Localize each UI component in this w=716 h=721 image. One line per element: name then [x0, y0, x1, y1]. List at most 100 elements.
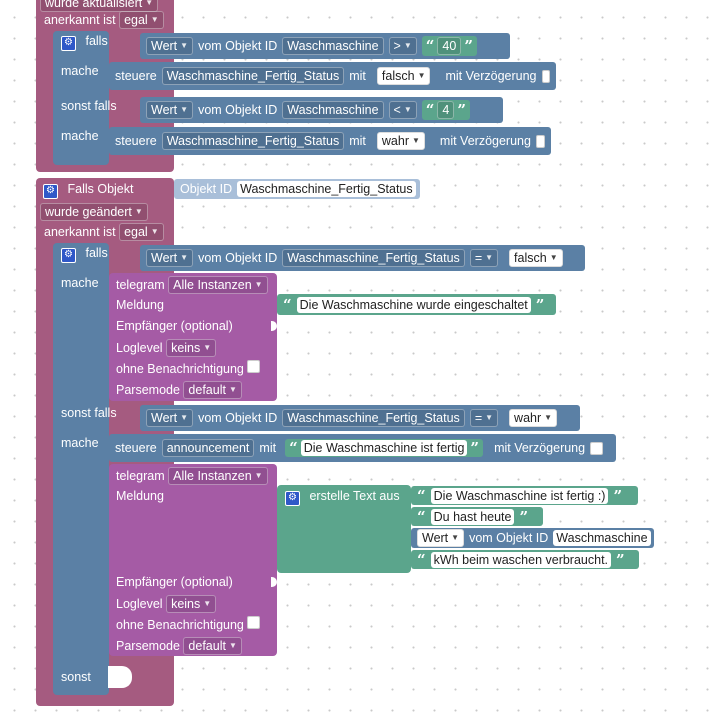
number-text: 40: [442, 39, 457, 53]
tg2-ohne-row: ohne Benachrichtigung: [116, 616, 261, 633]
operator-dropdown[interactable]: = ▼: [469, 409, 499, 427]
gear-icon[interactable]: ⚙: [61, 247, 76, 263]
value-dropdown[interactable]: wahr ▼: [376, 132, 425, 150]
steuere-label: steuere: [115, 441, 157, 455]
tg1-ohne-row: ohne Benachrichtigung: [116, 360, 261, 377]
text-item-4-field[interactable]: kWh beim waschen verbraucht.: [430, 551, 612, 568]
bool-dropdown[interactable]: falsch ▼: [509, 249, 563, 267]
wert-text: Wert: [151, 103, 178, 117]
if-block-1[interactable]: [53, 31, 109, 165]
text-item-3-wert[interactable]: Wert ▼ vom Objekt ID Waschmaschine: [411, 528, 654, 548]
chevron-down-icon: ▼: [203, 599, 212, 608]
instance-dropdown[interactable]: Alle Instanzen ▼: [168, 467, 268, 485]
parsemode-dropdown[interactable]: default ▼: [183, 637, 242, 655]
text-item-1[interactable]: “ Die Waschmaschine ist fertig :) ”: [411, 486, 638, 505]
quote-close-icon: ”: [470, 439, 480, 457]
object-id-field[interactable]: Waschmaschine_Fertig_Status: [161, 132, 345, 150]
wert-dropdown[interactable]: Wert ▼: [417, 529, 465, 547]
operator-dropdown[interactable]: > ▼: [388, 37, 417, 55]
announcement-text-block[interactable]: “ Die Waschmaschine ist fertig ”: [285, 439, 484, 457]
quote-open-icon: “: [289, 439, 298, 457]
ack-dropdown[interactable]: egal ▼: [119, 223, 164, 241]
if1-falls-label: falls: [85, 34, 108, 48]
ohne-checkbox[interactable]: [247, 360, 261, 373]
if2-condition-2[interactable]: Wert ▼ vom Objekt ID Waschmaschine_Fertig…: [140, 405, 580, 431]
number-block[interactable]: “ 40 ”: [421, 36, 477, 56]
ack-value: egal: [124, 225, 148, 239]
gear-icon[interactable]: ⚙: [61, 35, 76, 51]
object-id-block[interactable]: Objekt ID Waschmaschine_Fertig_Status: [174, 179, 420, 199]
parsemode-text: default: [188, 639, 226, 653]
delay-checkbox[interactable]: [541, 69, 550, 83]
vom-objekt-label: vom Objekt ID: [198, 103, 278, 117]
loglevel-dropdown[interactable]: keins ▼: [166, 595, 217, 613]
tg2-parsemode-row: Parsemode default ▼: [116, 637, 242, 655]
vom-objekt-label: vom Objekt ID: [198, 39, 278, 53]
tg1-message-text[interactable]: “ Die Waschmaschine wurde eingeschaltet …: [277, 294, 556, 315]
number-field[interactable]: 40: [437, 37, 462, 55]
text-item-1-field[interactable]: Die Waschmaschine ist fertig :): [430, 487, 609, 504]
gear-icon[interactable]: ⚙: [285, 490, 300, 506]
if1-action-2[interactable]: steuere Waschmaschine_Fertig_Status mit …: [109, 127, 551, 155]
loglevel-text: keins: [171, 341, 201, 355]
loglevel-dropdown[interactable]: keins ▼: [166, 339, 217, 357]
changed-dropdown[interactable]: wurde geändert ▼: [40, 203, 148, 221]
object-id-field[interactable]: Waschmaschine: [553, 530, 651, 546]
text-item-2[interactable]: “ Du hast heute ”: [411, 507, 543, 526]
event2-header: ⚙ Falls Objekt: [43, 181, 133, 199]
wert-dropdown[interactable]: Wert ▼: [146, 409, 194, 427]
delay-checkbox[interactable]: [535, 134, 545, 148]
value-text: falsch: [381, 69, 415, 83]
gear-icon[interactable]: ⚙: [43, 183, 58, 199]
object-id-field[interactable]: Waschmaschine: [282, 37, 384, 55]
announcement-text-field[interactable]: Die Waschmaschine ist fertig: [300, 440, 468, 456]
value-dropdown[interactable]: falsch ▼: [376, 67, 431, 85]
tg1-loglevel-row: Loglevel keins ▼: [116, 339, 217, 357]
chevron-down-icon: ▼: [145, 0, 154, 7]
parsemode-dropdown[interactable]: default ▼: [183, 381, 242, 399]
instance-dropdown[interactable]: Alle Instanzen ▼: [168, 276, 268, 294]
operator-text: =: [474, 251, 483, 265]
number-block[interactable]: “ 4 ”: [421, 100, 470, 120]
ohne-checkbox[interactable]: [247, 616, 261, 629]
bool-dropdown[interactable]: wahr ▼: [509, 409, 558, 427]
message-field[interactable]: Die Waschmaschine wurde eingeschaltet: [296, 296, 531, 313]
telegram-label: telegram: [116, 278, 165, 292]
operator-dropdown[interactable]: = ▼: [469, 249, 499, 267]
if2-condition-1[interactable]: Wert ▼ vom Objekt ID Waschmaschine_Fertig…: [140, 245, 585, 271]
if1-action-1[interactable]: steuere Waschmaschine_Fertig_Status mit …: [109, 62, 556, 90]
wert-text: Wert: [151, 411, 178, 425]
quote-open-icon: “: [283, 295, 292, 314]
object-id-field[interactable]: announcement: [161, 439, 255, 457]
number-field[interactable]: 4: [437, 101, 455, 119]
tg2-loglevel-row: Loglevel keins ▼: [116, 595, 217, 613]
chevron-down-icon: ▼: [228, 385, 237, 394]
operator-dropdown[interactable]: < ▼: [388, 101, 417, 119]
updated-dropdown[interactable]: wurde aktualisiert ▼: [40, 0, 159, 12]
create-text-label: erstelle Text aus: [309, 489, 400, 503]
object-id-field[interactable]: Waschmaschine_Fertig_Status: [282, 249, 465, 267]
if2-sonst-falls-label: sonst falls: [61, 406, 117, 420]
objid-field[interactable]: Waschmaschine_Fertig_Status: [237, 181, 416, 197]
wert-dropdown[interactable]: Wert ▼: [146, 249, 194, 267]
text-item-4[interactable]: “ kWh beim waschen verbraucht. ”: [411, 550, 639, 569]
object-id-field[interactable]: Waschmaschine_Fertig_Status: [282, 409, 465, 427]
wert-dropdown[interactable]: Wert ▼: [146, 37, 194, 55]
if1-condition-1[interactable]: Wert ▼ vom Objekt ID Waschmaschine > ▼ “40…: [140, 33, 510, 59]
delay-checkbox[interactable]: [590, 441, 604, 455]
steuere-announcement[interactable]: steuere announcement mit “ Die Waschmasc…: [109, 434, 616, 462]
object-id-text: Waschmaschine: [287, 39, 379, 53]
wert-dropdown[interactable]: Wert ▼: [146, 101, 194, 119]
object-id-field[interactable]: Waschmaschine: [282, 101, 384, 119]
text-item-2-field[interactable]: Du hast heute: [430, 508, 515, 525]
if1-condition-2[interactable]: Wert ▼ vom Objekt ID Waschmaschine < ▼ “4”: [140, 97, 503, 123]
telegram-block-1[interactable]: [109, 273, 277, 401]
mit-label: mit: [259, 441, 277, 455]
if1-sonst-falls-label: sonst falls: [61, 99, 117, 113]
tg2-telegram-row: telegram Alle Instanzen ▼: [116, 467, 268, 485]
ack-dropdown[interactable]: egal ▼: [119, 11, 164, 29]
if-block-2[interactable]: [53, 243, 109, 695]
object-id-text: Waschmaschine: [287, 103, 379, 117]
if1-mache2-label: mache: [61, 129, 99, 143]
object-id-field[interactable]: Waschmaschine_Fertig_Status: [161, 67, 345, 85]
